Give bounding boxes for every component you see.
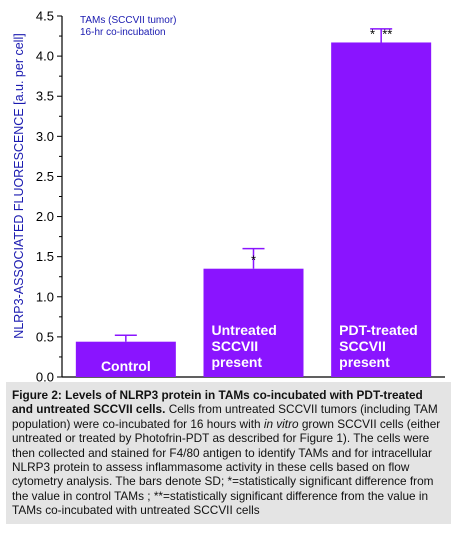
y-tick-label: 2.0: [36, 209, 54, 224]
category-label: present: [212, 354, 263, 370]
y-axis-label: NLRP3-ASSOCIATED FLUORESCENCE [a.u. per …: [12, 33, 26, 338]
category-label: Untreated: [212, 322, 277, 338]
caption-title: Levels of NLRP3 protein in TAMs co-incub…: [12, 388, 423, 417]
y-tick-label: 1.0: [36, 289, 54, 304]
significance-mark: * **: [370, 26, 392, 41]
y-tick-label: 3.5: [36, 89, 54, 104]
y-tick-label: 0.5: [36, 329, 54, 344]
caption-italic: in vitro: [263, 416, 299, 431]
category-label: SCCVII: [339, 338, 386, 354]
significance-mark: *: [251, 253, 256, 268]
figure-caption: Figure 2: Levels of NLRP3 protein in TAM…: [6, 382, 451, 524]
bar: [203, 268, 304, 377]
category-label: Control: [101, 358, 151, 374]
annotation-line-2: 16-hr co-incubation: [80, 27, 166, 38]
y-tick-label: 0.0: [36, 370, 54, 383]
y-tick-label: 1.5: [36, 249, 54, 264]
bar: [331, 42, 432, 378]
category-label: present: [339, 354, 390, 370]
annotation-line-1: TAMs (SCCVII tumor): [80, 15, 176, 26]
y-tick-label: 2.5: [36, 169, 54, 184]
bar: [75, 341, 176, 377]
y-tick-label: 4.5: [36, 9, 54, 24]
y-tick-label: 4.0: [36, 49, 54, 64]
category-label: SCCVII: [212, 338, 259, 354]
caption-text-2: grown SCCVII cells (either untreated or …: [12, 416, 441, 518]
category-label: PDT-treated: [339, 322, 418, 338]
y-tick-label: 3.0: [36, 129, 54, 144]
caption-text-1: Cells from untreated SCCVII tumors (incl…: [12, 402, 438, 431]
bar-chart: 0.0 0.5 1.0 1.5 2.0 2.5 3.0 3.5 4.0 4.5 Control * U…: [12, 9, 445, 383]
caption-figure-label: Figure 2:: [12, 388, 62, 402]
